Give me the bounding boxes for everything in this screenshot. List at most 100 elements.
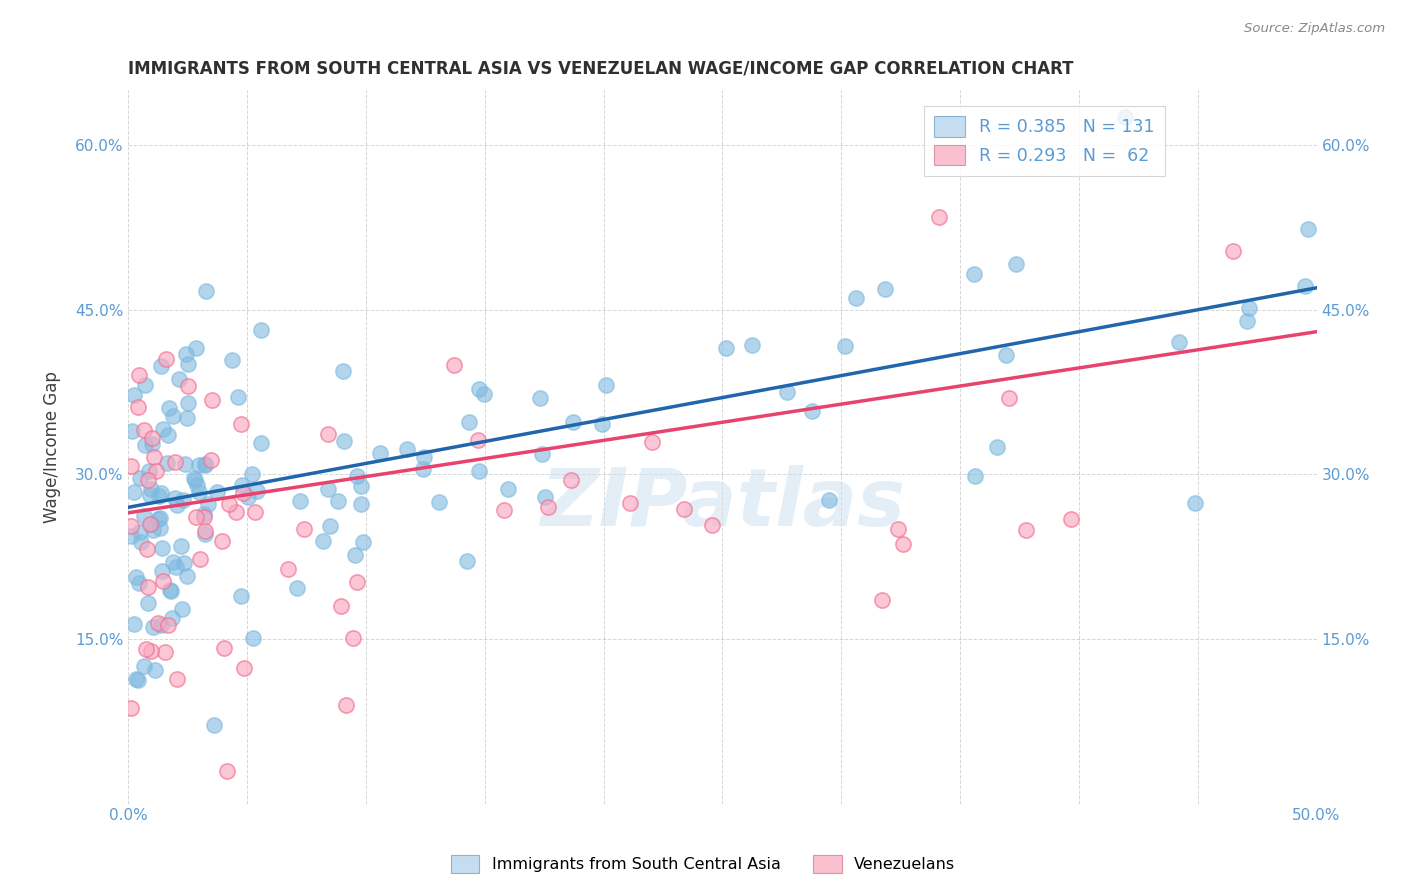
Point <box>139 644 162 658</box>
Point <box>134 438 156 452</box>
Point <box>641 434 664 449</box>
Point <box>157 618 180 632</box>
Point <box>165 491 187 505</box>
Point <box>458 415 481 429</box>
Point <box>124 616 146 631</box>
Point <box>132 423 155 437</box>
Point <box>148 489 170 503</box>
Point <box>534 490 557 504</box>
Point <box>277 562 299 576</box>
Point <box>1168 334 1191 349</box>
Point <box>530 447 553 461</box>
Point <box>225 505 247 519</box>
Point <box>165 560 187 574</box>
Point <box>801 404 824 418</box>
Point <box>134 377 156 392</box>
Point <box>122 388 145 402</box>
Point <box>193 507 215 521</box>
Point <box>150 359 173 373</box>
Point <box>496 482 519 496</box>
Point <box>873 282 896 296</box>
Point <box>232 661 254 675</box>
Point <box>285 581 308 595</box>
Point <box>176 357 198 371</box>
Point <box>141 431 163 445</box>
Point <box>350 498 373 512</box>
Point <box>139 517 162 532</box>
Text: ZIPatlas: ZIPatlas <box>540 465 905 543</box>
Text: Source: ZipAtlas.com: Source: ZipAtlas.com <box>1244 22 1385 36</box>
Point <box>129 525 152 540</box>
Point <box>1222 244 1244 259</box>
Point <box>212 641 235 656</box>
Point <box>673 501 696 516</box>
Point <box>150 486 173 500</box>
Point <box>155 351 177 366</box>
Point <box>186 478 208 492</box>
Point <box>120 458 142 473</box>
Point <box>159 583 181 598</box>
Point <box>149 510 172 524</box>
Point <box>1060 512 1083 526</box>
Point <box>188 552 211 566</box>
Point <box>194 285 217 299</box>
Point <box>136 473 159 487</box>
Point <box>142 523 165 537</box>
Point <box>443 359 465 373</box>
Point <box>152 422 174 436</box>
Point <box>714 341 737 355</box>
Point <box>221 353 243 368</box>
Point <box>166 498 188 512</box>
Point <box>121 424 143 438</box>
Point <box>395 442 418 456</box>
Point <box>194 458 217 472</box>
Point <box>562 415 585 429</box>
Point <box>427 495 450 509</box>
Point <box>998 392 1021 406</box>
Point <box>122 485 145 500</box>
Point <box>173 557 195 571</box>
Point <box>184 473 207 487</box>
Point <box>467 433 489 447</box>
Point <box>145 464 167 478</box>
Point <box>456 554 478 568</box>
Point <box>834 339 856 353</box>
Point <box>177 379 200 393</box>
Point <box>136 580 159 594</box>
Point <box>160 611 183 625</box>
Point <box>150 565 173 579</box>
Point <box>845 291 868 305</box>
Point <box>818 492 841 507</box>
Point <box>412 450 434 465</box>
Point <box>127 673 149 687</box>
Point <box>202 718 225 732</box>
Point <box>146 512 169 526</box>
Point <box>186 510 208 524</box>
Point <box>176 347 198 361</box>
Point <box>139 488 162 502</box>
Point <box>231 485 253 500</box>
Point <box>335 698 357 712</box>
Point <box>537 500 560 514</box>
Point <box>141 437 163 451</box>
Point <box>1005 257 1028 271</box>
Point <box>177 395 200 409</box>
Point <box>1236 314 1258 328</box>
Point <box>120 701 142 715</box>
Point <box>207 484 229 499</box>
Point <box>529 391 551 405</box>
Point <box>312 533 335 548</box>
Point <box>474 387 496 401</box>
Point <box>250 436 273 450</box>
Point <box>229 417 252 431</box>
Point <box>176 569 198 583</box>
Point <box>468 382 491 396</box>
Point <box>156 428 179 442</box>
Point <box>128 368 150 383</box>
Point <box>870 592 893 607</box>
Point <box>188 485 211 500</box>
Point <box>194 526 217 541</box>
Point <box>346 468 368 483</box>
Point <box>928 211 950 225</box>
Point <box>1184 496 1206 510</box>
